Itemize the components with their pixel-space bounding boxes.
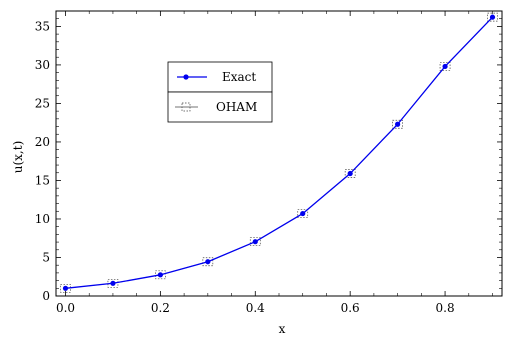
data-point-exact [442, 63, 448, 70]
x-axis-label: x [279, 322, 286, 336]
x-tick-label: 0.2 [151, 301, 170, 315]
data-point-exact [252, 239, 258, 245]
axes [55, 10, 503, 297]
legend-label-oham: OHAM [216, 100, 257, 114]
x-tick-label: 0.0 [56, 301, 75, 315]
plot-frame [55, 10, 503, 297]
x-tick-label: 0.6 [341, 301, 360, 315]
legend-label-exact: Exact [222, 70, 256, 84]
series [60, 12, 498, 293]
y-tick-label: 5 [42, 250, 50, 264]
series-line-oham [65, 16, 493, 289]
y-tick-label: 10 [35, 212, 50, 226]
y-tick-label: 20 [35, 135, 50, 149]
legend-marker-oham [181, 102, 191, 112]
y-axis-label: u(x,t) [11, 141, 25, 174]
legend-marker-exact [183, 74, 189, 80]
data-point-exact [205, 259, 211, 265]
x-tick-label: 0.8 [436, 301, 455, 315]
x-tick-label: 0.4 [246, 301, 265, 315]
data-point-exact [489, 14, 496, 20]
y-tick-label: 30 [35, 58, 50, 72]
y-tick-label: 15 [35, 173, 50, 187]
ticks: 0.0 0.2 0.4 0.6 0.8 0 5 10 15 20 25 30 35 [35, 11, 502, 315]
data-point-exact [347, 170, 353, 177]
series-line-exact [65, 16, 493, 289]
data-point-exact [110, 280, 116, 286]
y-tick-label: 25 [35, 96, 50, 110]
legend: Exact OHAM [167, 61, 273, 123]
data-point-exact [395, 121, 401, 127]
y-tick-label: 35 [35, 19, 50, 33]
data-point-exact [157, 272, 163, 278]
data-point-exact [300, 210, 306, 217]
y-tick-label: 0 [42, 289, 50, 303]
data-point-exact [62, 285, 69, 291]
